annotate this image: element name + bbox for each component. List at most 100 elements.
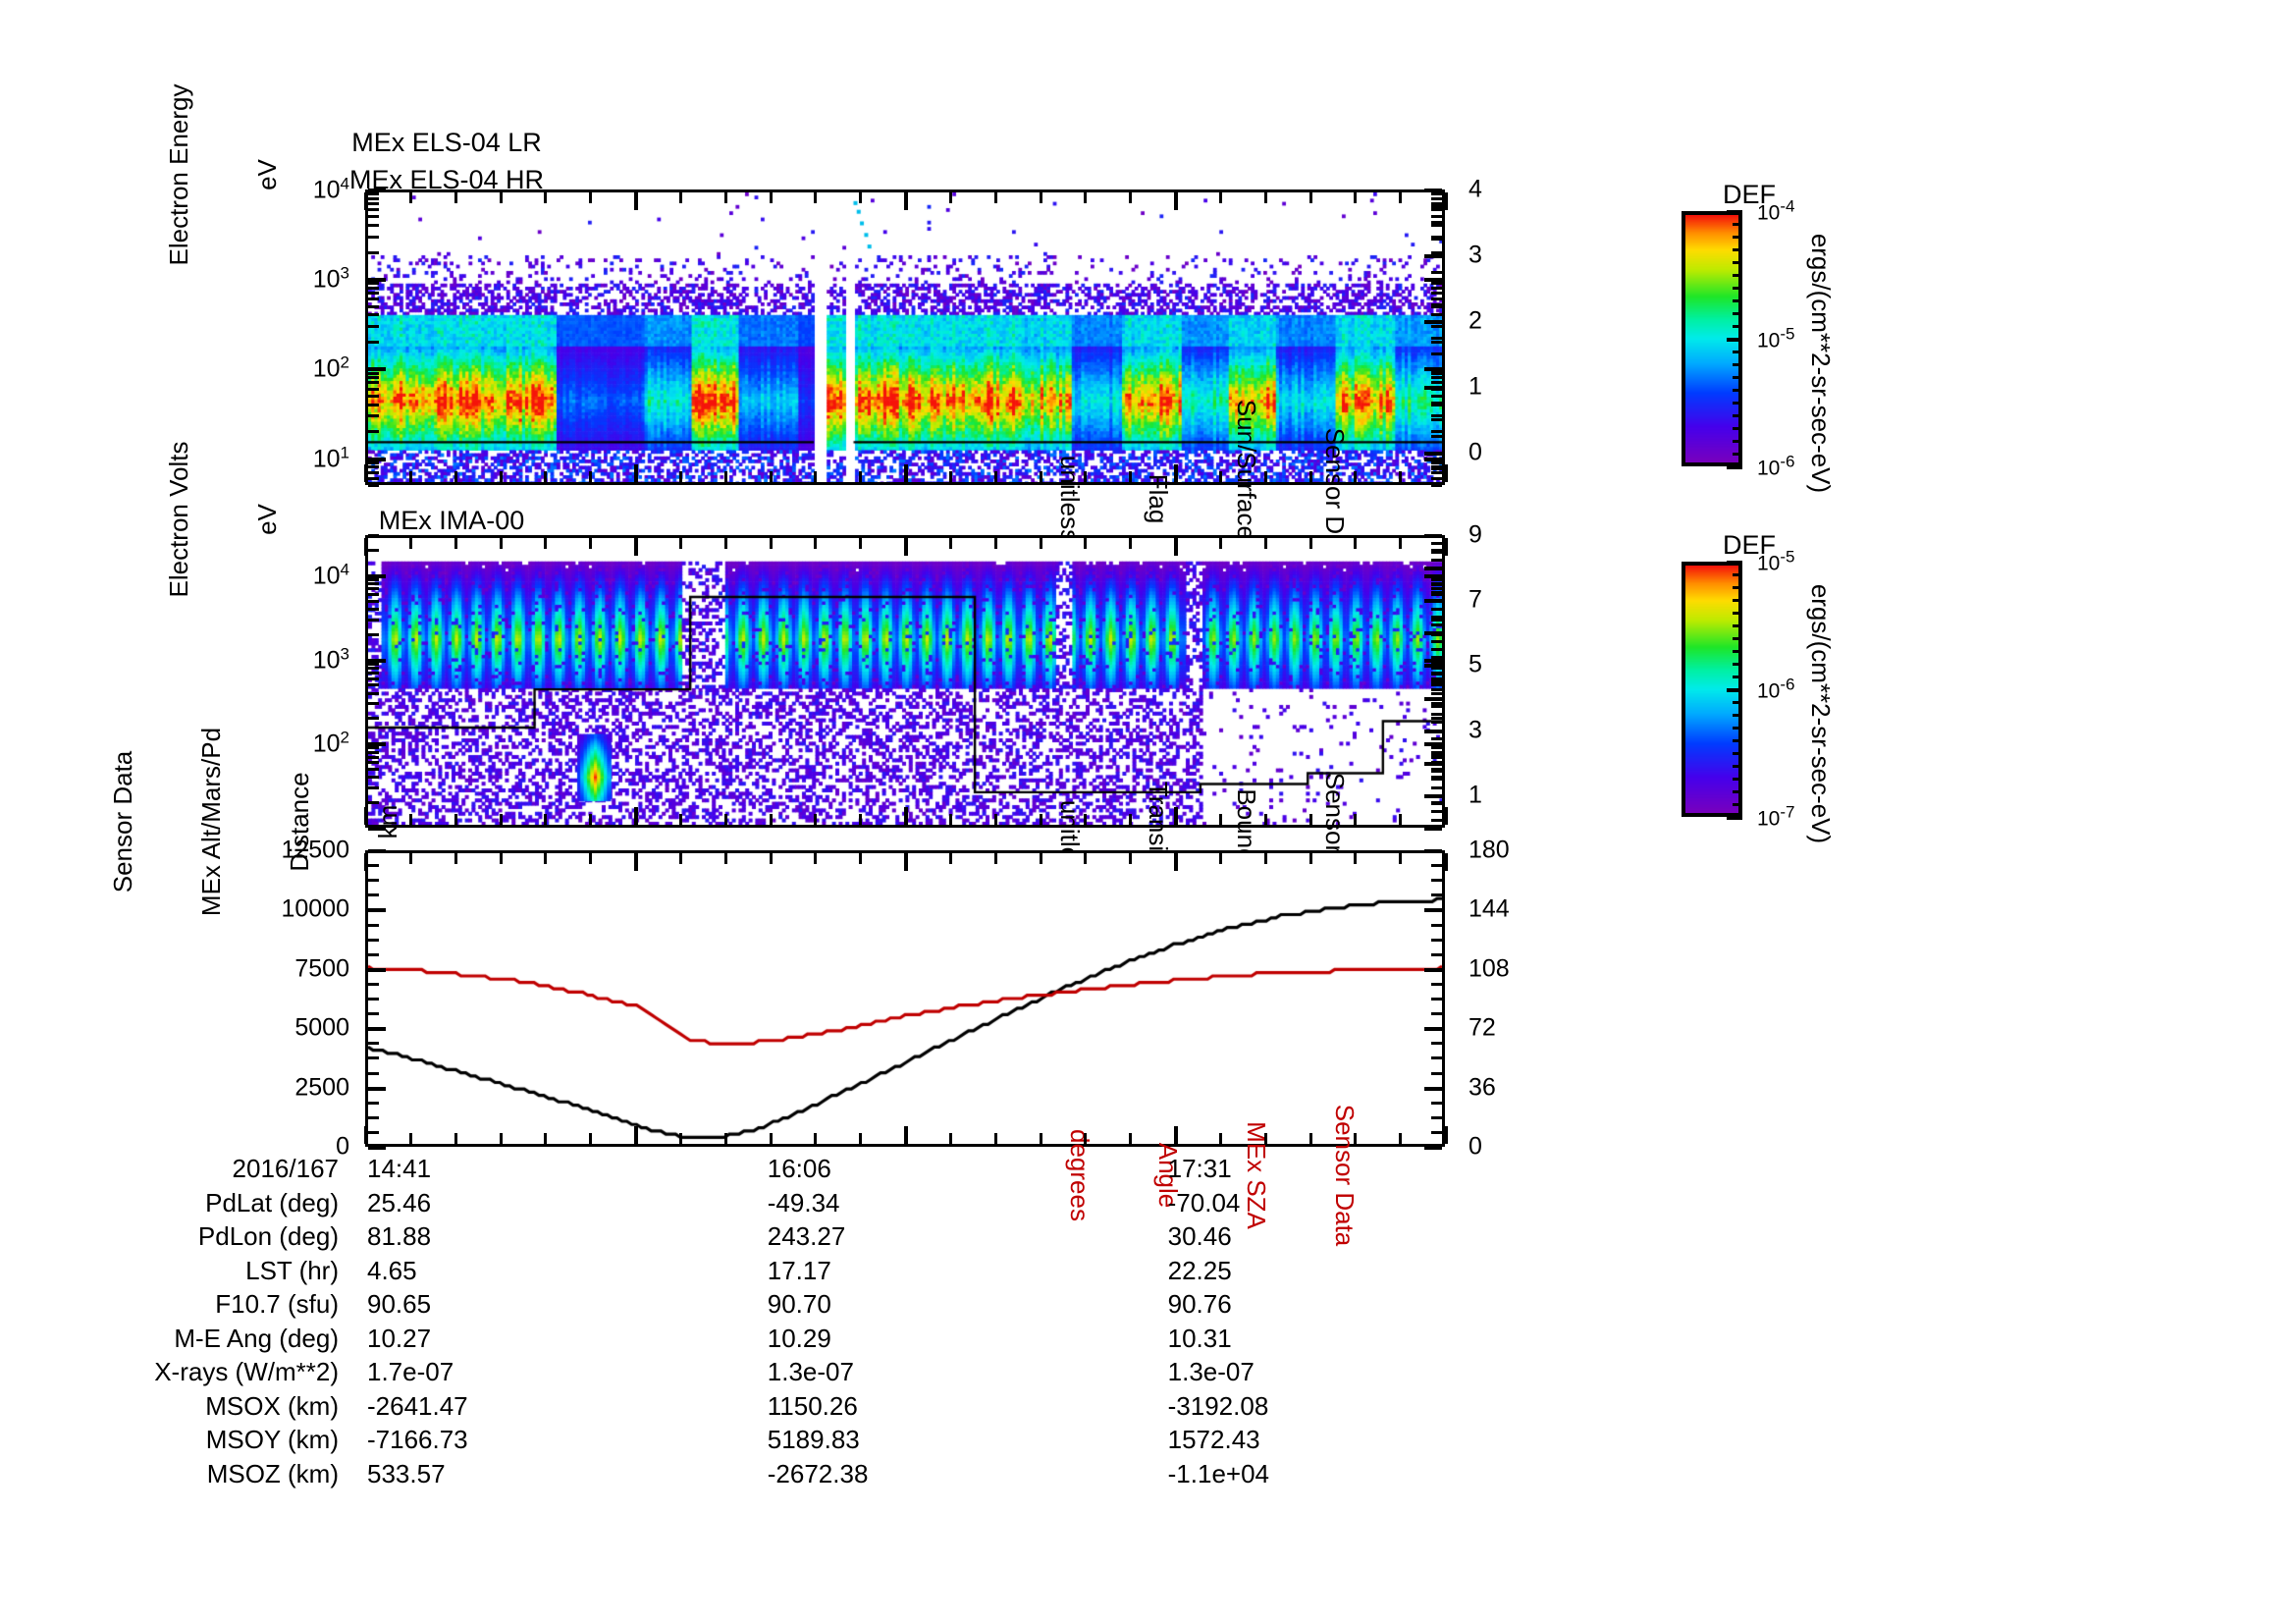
x-tick-bottom: [1444, 1126, 1448, 1144]
y-tick-left: [368, 325, 379, 328]
x-tick-bottom: [544, 1133, 547, 1144]
y-tick-left: [368, 298, 379, 300]
x-tick-bottom: [589, 471, 592, 482]
colorbar-tick: [1733, 261, 1742, 264]
x-tick-top: [1040, 853, 1042, 864]
y-tick-left: [368, 1087, 386, 1091]
y-tick-left: [368, 633, 379, 636]
colorbar-tick: [1733, 599, 1742, 602]
x-tick-top: [409, 538, 412, 549]
y-tick-right: [1431, 282, 1442, 285]
y-tick-left: [368, 578, 379, 581]
colorbar-tick: [1727, 561, 1742, 565]
colorbar-tick: [1733, 248, 1742, 251]
right-tick: [1431, 352, 1442, 355]
x-tick-bottom: [724, 1133, 727, 1144]
y-tick-label: 103: [312, 644, 349, 675]
x-tick-bottom: [454, 1133, 457, 1144]
colorbar-tick-label: 10-6: [1757, 675, 1795, 703]
x-tick-bottom: [1219, 471, 1222, 482]
right-tick: [1424, 697, 1442, 701]
x-tick-top: [770, 853, 773, 864]
right-tick: [1431, 673, 1442, 676]
y-tick-left: [368, 672, 379, 675]
y-tick-label: 5000: [294, 1013, 349, 1042]
x-tick-bottom: [770, 471, 773, 482]
right-tick: [1431, 1012, 1442, 1015]
y-tick-left: [368, 776, 379, 779]
right-tick: [1431, 205, 1442, 208]
table-row-label: MSOY (km): [205, 1425, 339, 1454]
x-tick-bottom: [904, 1126, 908, 1144]
y-tick-left: [368, 1131, 379, 1134]
x-tick-top: [1040, 538, 1042, 549]
table-cell: -2672.38: [767, 1458, 869, 1488]
colorbar-tick: [1733, 427, 1742, 430]
x-tick-top: [1174, 853, 1178, 871]
y-tick-left: [368, 192, 379, 195]
x-tick-top: [454, 192, 457, 203]
x-tick-top: [500, 192, 503, 203]
colorbar-tick: [1733, 739, 1742, 742]
x-tick-bottom: [994, 1133, 997, 1144]
x-tick-bottom: [1444, 464, 1448, 482]
x-tick-top: [1129, 192, 1132, 203]
table-row-label: PdLat (deg): [205, 1187, 339, 1217]
y-tick-right: [1431, 549, 1442, 552]
x-tick-top: [949, 192, 952, 203]
y-tick-left: [368, 667, 379, 670]
x-tick-top: [904, 538, 908, 556]
x-tick-bottom: [724, 471, 727, 482]
colorbar-tick: [1733, 752, 1742, 755]
right-tick: [1431, 402, 1442, 405]
y-tick-left: [368, 430, 379, 433]
panel-ima-frame: [365, 535, 1445, 828]
y-tick-left: [368, 786, 379, 789]
y-tick-left: [368, 983, 379, 986]
right-tick: [1431, 238, 1442, 241]
y-tick-right: [1431, 776, 1442, 779]
x-tick-bottom: [1084, 471, 1087, 482]
y-tick-left: [368, 683, 379, 686]
table-cell: 17.17: [767, 1255, 831, 1285]
y-tick-right: [1431, 292, 1442, 295]
right-tick: [1431, 879, 1442, 882]
y-tick-left: [368, 372, 379, 375]
table-cell: 10.27: [367, 1323, 432, 1353]
colorbar-tick: [1733, 325, 1742, 328]
y-tick-right: [1424, 278, 1442, 282]
y-tick-right: [1431, 768, 1442, 771]
table-cell: 81.88: [367, 1221, 432, 1251]
x-tick-top: [1174, 538, 1178, 556]
x-tick-top: [814, 538, 817, 549]
y-tick-left: [368, 236, 379, 239]
right-tick: [1431, 1056, 1442, 1059]
x-tick-bottom: [500, 1133, 503, 1144]
x-tick-bottom: [949, 471, 952, 482]
right-tick: [1424, 849, 1442, 853]
y-tick-left: [368, 484, 379, 487]
table-cell: 10.29: [767, 1323, 831, 1353]
colorbar-tick: [1733, 287, 1742, 290]
panel-els-title-lr: MEx ELS-04 LR: [351, 128, 542, 157]
colorbar-tick-label: 10-4: [1757, 196, 1795, 225]
colorbar-tick: [1733, 765, 1742, 768]
y-tick-right: [1431, 208, 1442, 211]
right-tick: [1431, 287, 1442, 290]
x-tick-bottom: [904, 807, 908, 825]
y-tick-left: [368, 287, 379, 290]
y-tick-right: [1431, 298, 1442, 300]
right-tick: [1431, 656, 1442, 659]
y-tick-left: [368, 746, 379, 749]
x-tick-bottom: [1174, 464, 1178, 482]
x-tick-bottom: [859, 1133, 862, 1144]
y-tick-left: [368, 619, 379, 622]
colorbar-tick: [1727, 816, 1742, 820]
x-tick-bottom: [679, 1133, 682, 1144]
y-tick-left: [368, 879, 379, 882]
y-tick-left: [368, 864, 379, 867]
right-tick: [1431, 551, 1442, 554]
colorbar-tick: [1733, 389, 1742, 392]
panel-ima-spectrogram: [368, 538, 1442, 825]
